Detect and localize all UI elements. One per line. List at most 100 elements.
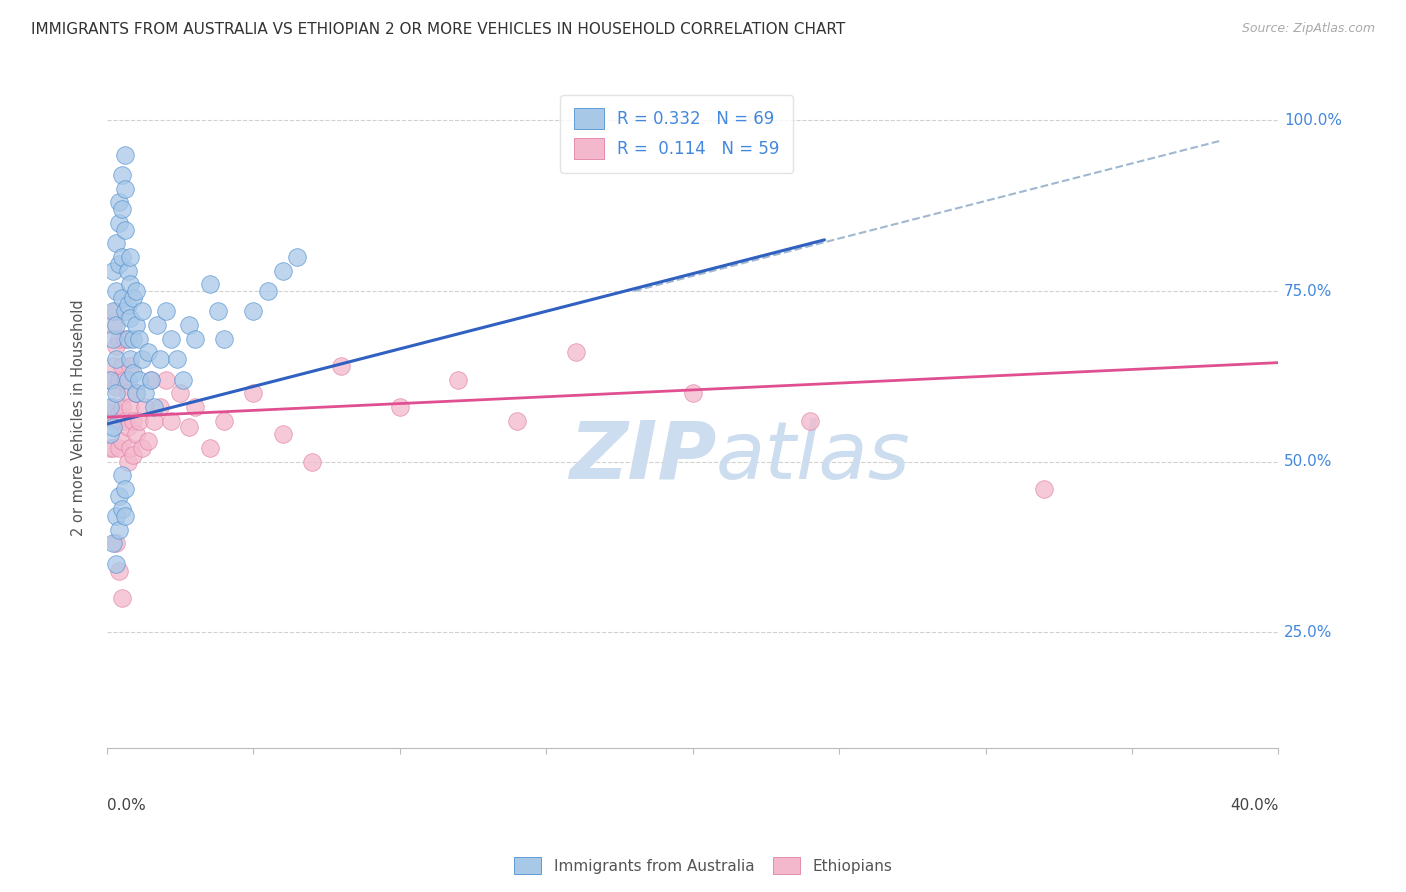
Point — [101, 304, 124, 318]
Point — [114, 332, 136, 346]
Point — [198, 277, 221, 292]
Point — [104, 236, 127, 251]
Point — [98, 441, 121, 455]
Point — [104, 414, 127, 428]
Point — [125, 318, 148, 332]
Point — [271, 263, 294, 277]
Point — [506, 414, 529, 428]
Point — [117, 420, 139, 434]
Point — [104, 557, 127, 571]
Point — [120, 352, 142, 367]
Point — [120, 277, 142, 292]
Point — [122, 448, 145, 462]
Point — [142, 400, 165, 414]
Point — [107, 441, 129, 455]
Point — [117, 386, 139, 401]
Point — [257, 284, 280, 298]
Point — [142, 414, 165, 428]
Point — [104, 536, 127, 550]
Point — [447, 373, 470, 387]
Point — [104, 318, 127, 332]
Point — [177, 420, 200, 434]
Point — [301, 454, 323, 468]
Point — [104, 304, 127, 318]
Point — [117, 454, 139, 468]
Point — [149, 400, 172, 414]
Point — [111, 400, 134, 414]
Point — [120, 359, 142, 373]
Point — [101, 420, 124, 434]
Point — [98, 373, 121, 387]
Point — [104, 379, 127, 393]
Point — [107, 332, 129, 346]
Point — [125, 386, 148, 401]
Point — [101, 332, 124, 346]
Point — [184, 332, 207, 346]
Text: 75.0%: 75.0% — [1284, 284, 1333, 299]
Point — [242, 304, 264, 318]
Point — [131, 304, 153, 318]
Point — [134, 386, 156, 401]
Point — [111, 591, 134, 605]
Point — [564, 345, 586, 359]
Text: Source: ZipAtlas.com: Source: ZipAtlas.com — [1241, 22, 1375, 36]
Point — [114, 222, 136, 236]
Point — [128, 414, 150, 428]
Point — [98, 400, 121, 414]
Text: 0.0%: 0.0% — [107, 797, 146, 813]
Point — [139, 373, 162, 387]
Point — [104, 352, 127, 367]
Text: 50.0%: 50.0% — [1284, 454, 1333, 469]
Point — [111, 434, 134, 448]
Point — [98, 427, 121, 442]
Point — [125, 284, 148, 298]
Point — [107, 489, 129, 503]
Text: 100.0%: 100.0% — [1284, 113, 1343, 128]
Point — [212, 332, 235, 346]
Point — [1033, 482, 1056, 496]
Text: 40.0%: 40.0% — [1230, 797, 1278, 813]
Point — [107, 257, 129, 271]
Point — [136, 345, 159, 359]
Point — [114, 509, 136, 524]
Point — [107, 195, 129, 210]
Point — [166, 352, 188, 367]
Point — [117, 373, 139, 387]
Point — [101, 400, 124, 414]
Point — [107, 564, 129, 578]
Point — [207, 304, 229, 318]
Point — [682, 386, 704, 401]
Point — [128, 332, 150, 346]
Point — [111, 202, 134, 216]
Point — [177, 318, 200, 332]
Text: 25.0%: 25.0% — [1284, 624, 1333, 640]
Point — [198, 441, 221, 455]
Point — [120, 441, 142, 455]
Point — [117, 263, 139, 277]
Point — [114, 414, 136, 428]
Point — [111, 291, 134, 305]
Point — [107, 373, 129, 387]
Point — [136, 434, 159, 448]
Point — [134, 400, 156, 414]
Point — [114, 373, 136, 387]
Point — [149, 352, 172, 367]
Point — [114, 482, 136, 496]
Y-axis label: 2 or more Vehicles in Household: 2 or more Vehicles in Household — [72, 299, 86, 535]
Point — [122, 291, 145, 305]
Point — [212, 414, 235, 428]
Point — [111, 359, 134, 373]
Point — [107, 216, 129, 230]
Point — [120, 311, 142, 326]
Point — [184, 400, 207, 414]
Point — [114, 182, 136, 196]
Point — [114, 147, 136, 161]
Point — [155, 373, 177, 387]
Legend: Immigrants from Australia, Ethiopians: Immigrants from Australia, Ethiopians — [508, 851, 898, 880]
Point — [117, 298, 139, 312]
Point — [111, 168, 134, 182]
Point — [128, 373, 150, 387]
Point — [330, 359, 353, 373]
Point — [111, 250, 134, 264]
Point — [98, 407, 121, 421]
